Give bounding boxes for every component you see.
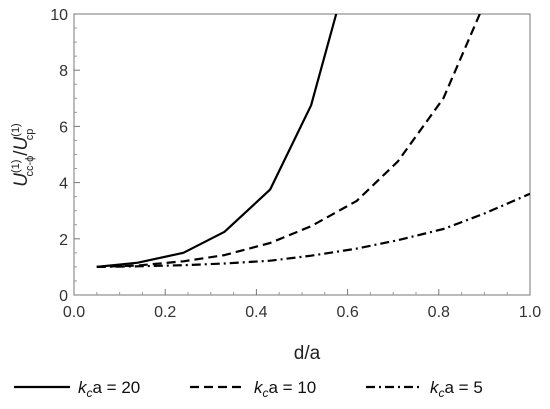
x-tick-label: 0.8 xyxy=(428,304,450,321)
axes: 0.0 0.2 0.4 0.6 0.8 1.0 0 2 4 6 8 10 xyxy=(50,7,541,321)
y-tick-label: 0 xyxy=(59,288,68,305)
y-label-base2: U xyxy=(11,136,32,150)
legend-label-3: kca = 5 xyxy=(430,378,483,400)
y-tick-label: 10 xyxy=(50,7,68,24)
series-line-3 xyxy=(96,192,530,268)
legend-label-2: kca = 10 xyxy=(254,378,316,400)
legend: kca = 20 kca = 10 kca = 5 xyxy=(14,378,483,400)
y-tick-label: 4 xyxy=(59,176,68,193)
y-label-sup1: (1) xyxy=(10,160,22,173)
y-label-sub1: cc-ϕ xyxy=(24,156,36,177)
y-tick-label: 6 xyxy=(59,119,68,136)
y-tick-label: 2 xyxy=(59,232,68,249)
y-tick-label: 8 xyxy=(59,63,68,80)
series-line-2 xyxy=(96,14,481,268)
series-line-1 xyxy=(96,14,338,268)
legend-label-1: kca = 20 xyxy=(78,378,140,400)
series-layer xyxy=(96,14,530,268)
y-label-slash: / xyxy=(11,150,32,156)
x-axis-label: d/a xyxy=(294,343,321,364)
y-axis-label: U(1) cc-ϕ/U(1) cp xyxy=(10,123,36,186)
x-tick-label: 0.2 xyxy=(154,304,176,321)
x-tick-label: 0.6 xyxy=(336,304,358,321)
x-tick-label: 0.0 xyxy=(63,304,85,321)
x-tick-label: 0.4 xyxy=(245,304,267,321)
x-tick-label: 1.0 xyxy=(519,304,541,321)
y-label-sub2: cp xyxy=(24,129,36,141)
y-label-sup2: (1) xyxy=(10,123,22,136)
y-label-base1: U xyxy=(11,173,32,187)
